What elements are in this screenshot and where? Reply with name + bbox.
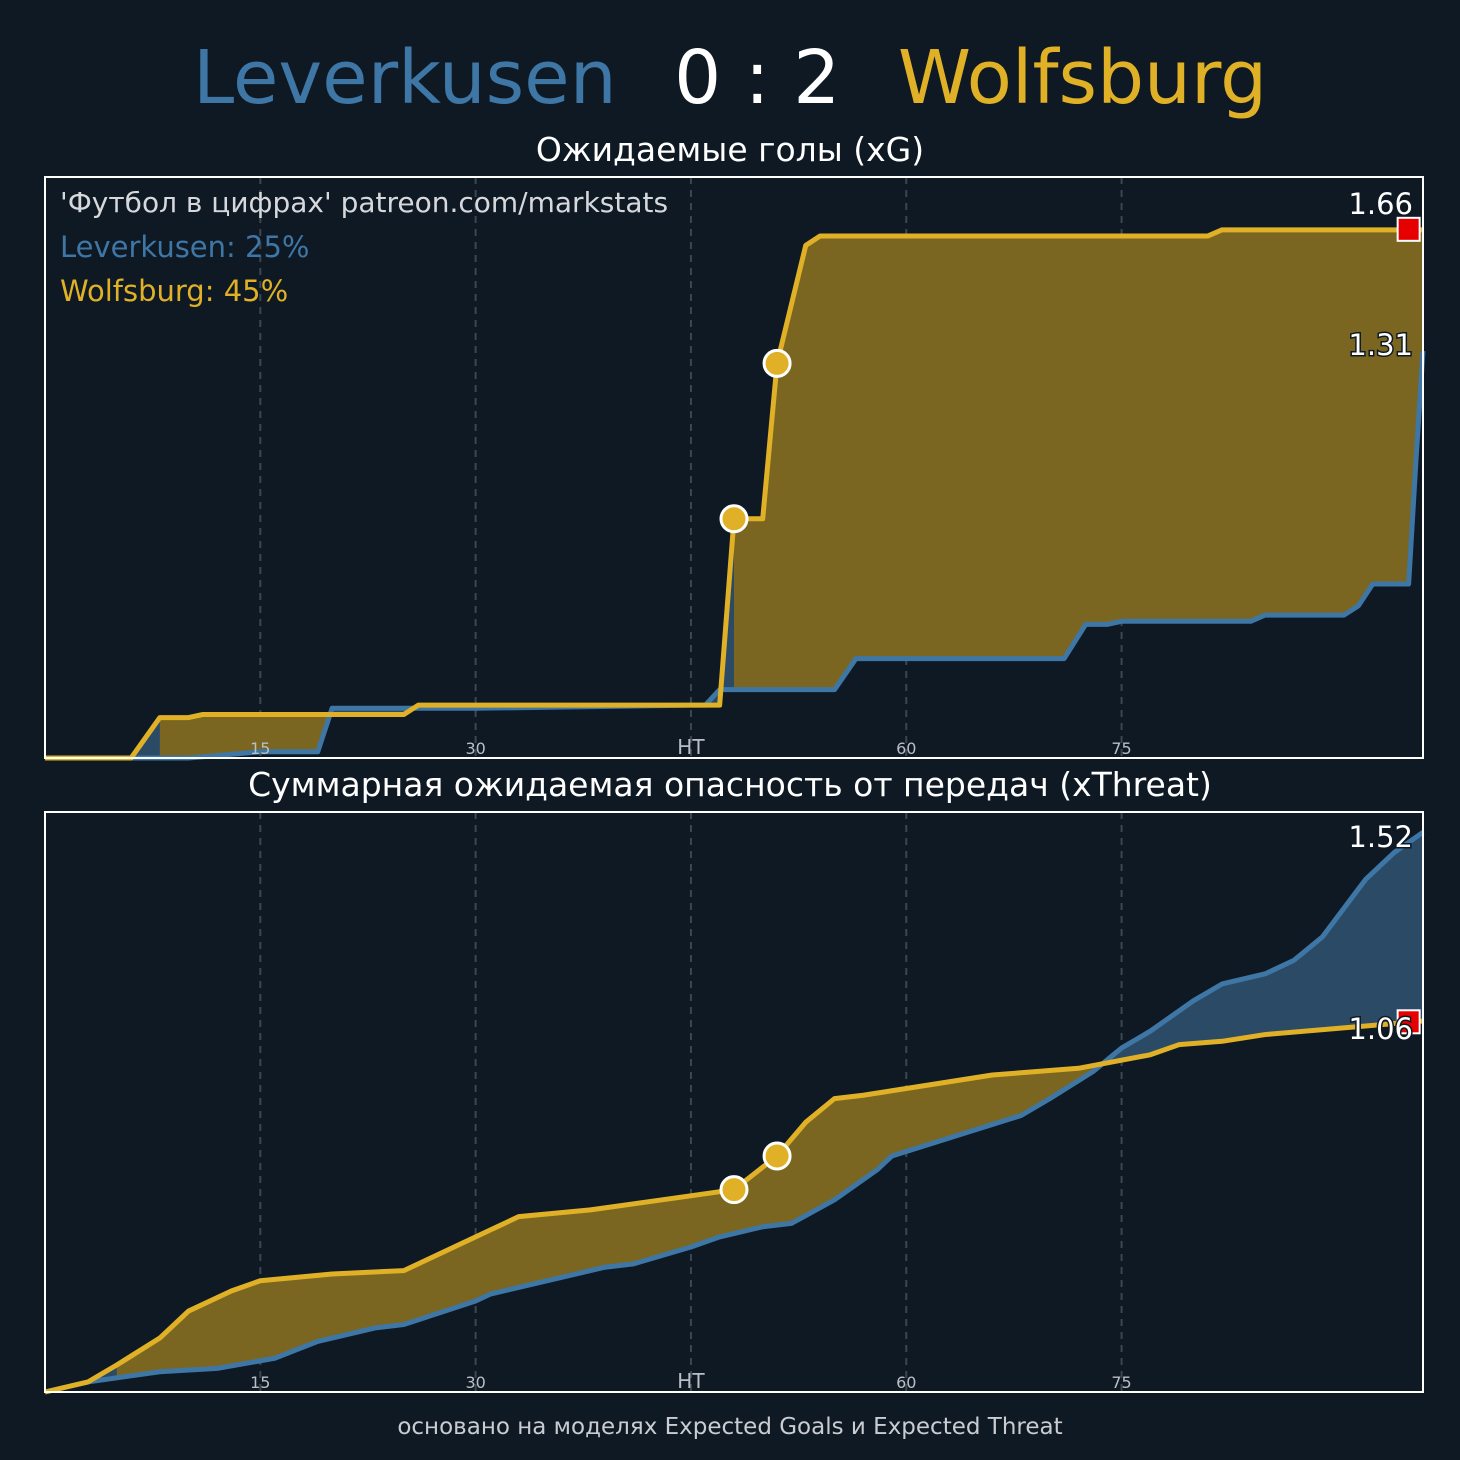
plot-frame (44, 811, 1424, 1393)
x-tick-label: HT (677, 1369, 705, 1393)
x-tick-label: 15 (250, 1373, 270, 1392)
credit-text: 'Футбол в цифрах' patreon.com/markstats (60, 186, 669, 219)
home-advantage-fill (690, 518, 734, 706)
home-win-probability: Leverkusen: 25% (60, 230, 310, 264)
xthreat-chart-title: Суммарная ожидаемая опасность от передач… (248, 765, 1212, 804)
away-advantage-fill (45, 708, 333, 758)
end-value-label: 1.52 (1348, 820, 1413, 854)
home-team-name: Leverkusen (192, 35, 617, 121)
x-tick-label: 75 (1111, 739, 1131, 758)
leverkusen-line (44, 830, 1425, 1395)
x-tick-label: 30 (465, 739, 485, 758)
home-advantage-fill (45, 717, 160, 758)
plot-frame (44, 176, 1424, 759)
x-tick-label: HT (677, 735, 705, 759)
x-tick-label: 30 (465, 1373, 485, 1392)
footer-note: основано на моделях Expected Goals и Exp… (397, 1414, 1063, 1440)
end-value-label: 1.06 (1348, 1012, 1413, 1046)
red-card-marker (1396, 1009, 1421, 1035)
wolfsburg-line (44, 1018, 1424, 1395)
away-advantage-fill (720, 229, 1423, 690)
match-score: 0 : 2 (674, 35, 841, 121)
goal-marker (762, 1141, 792, 1171)
away-advantage-fill (45, 1048, 1122, 1392)
x-tick-label: 75 (1111, 1373, 1131, 1392)
x-tick-label: 15 (250, 739, 270, 758)
end-value-label: 1.66 (1348, 187, 1413, 221)
away-team-name: Wolfsburg (897, 35, 1268, 121)
red-card-marker (1396, 216, 1421, 242)
goal-marker (719, 504, 749, 534)
away-win-probability: Wolfsburg: 45% (60, 274, 289, 308)
xthreat-chart: 15 30 HT 60 75 1.52 1.06 (44, 811, 1425, 1395)
home-advantage-fill (1102, 832, 1423, 1064)
leverkusen-line (45, 350, 1426, 761)
goal-marker (762, 348, 792, 378)
end-value-label: 1.31 (1348, 328, 1413, 362)
xg-chart: 15 30 HT 60 75 1.66 1.31 (44, 176, 1426, 761)
x-tick-label: 60 (896, 1373, 916, 1392)
x-tick-label: 60 (896, 739, 916, 758)
xg-chart-title: Ожидаемые голы (xG) (535, 130, 925, 169)
goal-marker (719, 1175, 749, 1205)
wolfsburg-line (45, 227, 1423, 761)
match-header: Leverkusen 0 : 2 Wolfsburg (0, 28, 1460, 128)
